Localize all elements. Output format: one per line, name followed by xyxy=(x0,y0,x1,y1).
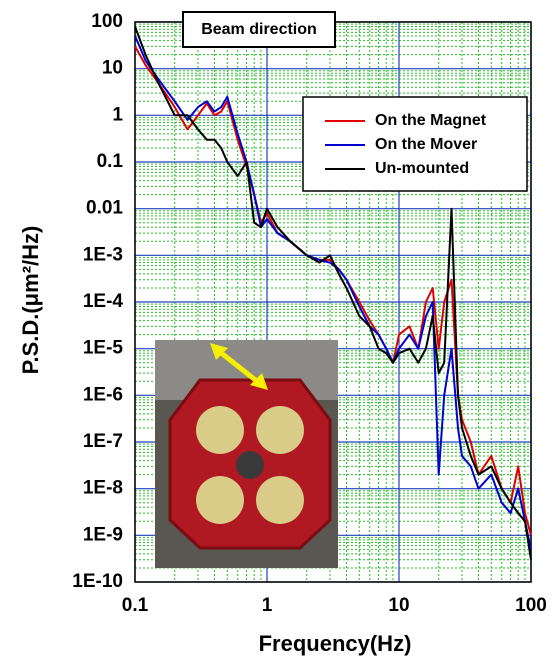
bore xyxy=(236,451,264,479)
coil xyxy=(256,476,304,524)
arrow-head xyxy=(250,373,268,390)
y-tick-label: 1E-4 xyxy=(83,291,124,312)
y-tick-label: 1E-7 xyxy=(83,431,123,452)
y-tick-label: 1E-8 xyxy=(83,478,123,499)
x-axis-title: Frequency(Hz) xyxy=(259,631,412,656)
y-tick-label: 1E-5 xyxy=(83,338,124,359)
y-tick-label: 10 xyxy=(102,58,123,79)
legend: On the Magnet On the Mover Un-mounted xyxy=(302,96,528,192)
x-tick-label: 100 xyxy=(515,595,547,616)
series-line xyxy=(134,35,532,550)
x-tick-label: 0.1 xyxy=(122,595,149,616)
legend-label: Un-mounted xyxy=(375,160,469,177)
arrow-head xyxy=(210,343,228,360)
x-tick-label: 1 xyxy=(262,595,273,616)
y-tick-label: 1 xyxy=(112,104,123,125)
series-line xyxy=(134,26,532,560)
annotation-box xyxy=(182,11,336,48)
series-lines xyxy=(134,26,532,560)
series-line xyxy=(134,45,532,536)
y-tick-label: 1E-10 xyxy=(72,571,123,592)
legend-label: On the Magnet xyxy=(375,112,487,129)
y-tick-label: 1E-3 xyxy=(83,244,123,265)
y-tick-label: 1E-9 xyxy=(83,524,123,545)
coil xyxy=(196,476,244,524)
annotation: Beam direction xyxy=(201,21,317,38)
coil xyxy=(196,406,244,454)
x-tick-label: 10 xyxy=(388,595,409,616)
arrow-shaft xyxy=(218,350,260,384)
y-tick-label: 1E-6 xyxy=(83,384,123,405)
inset-photo xyxy=(155,340,338,568)
y-axis-title: P.S.D.(μm²/Hz) xyxy=(18,226,43,375)
legend-label: On the Mover xyxy=(375,136,477,153)
y-tick-label: 0.1 xyxy=(97,151,124,172)
coil xyxy=(256,406,304,454)
y-tick-label: 0.01 xyxy=(86,198,123,219)
y-tick-label: 100 xyxy=(91,11,123,32)
